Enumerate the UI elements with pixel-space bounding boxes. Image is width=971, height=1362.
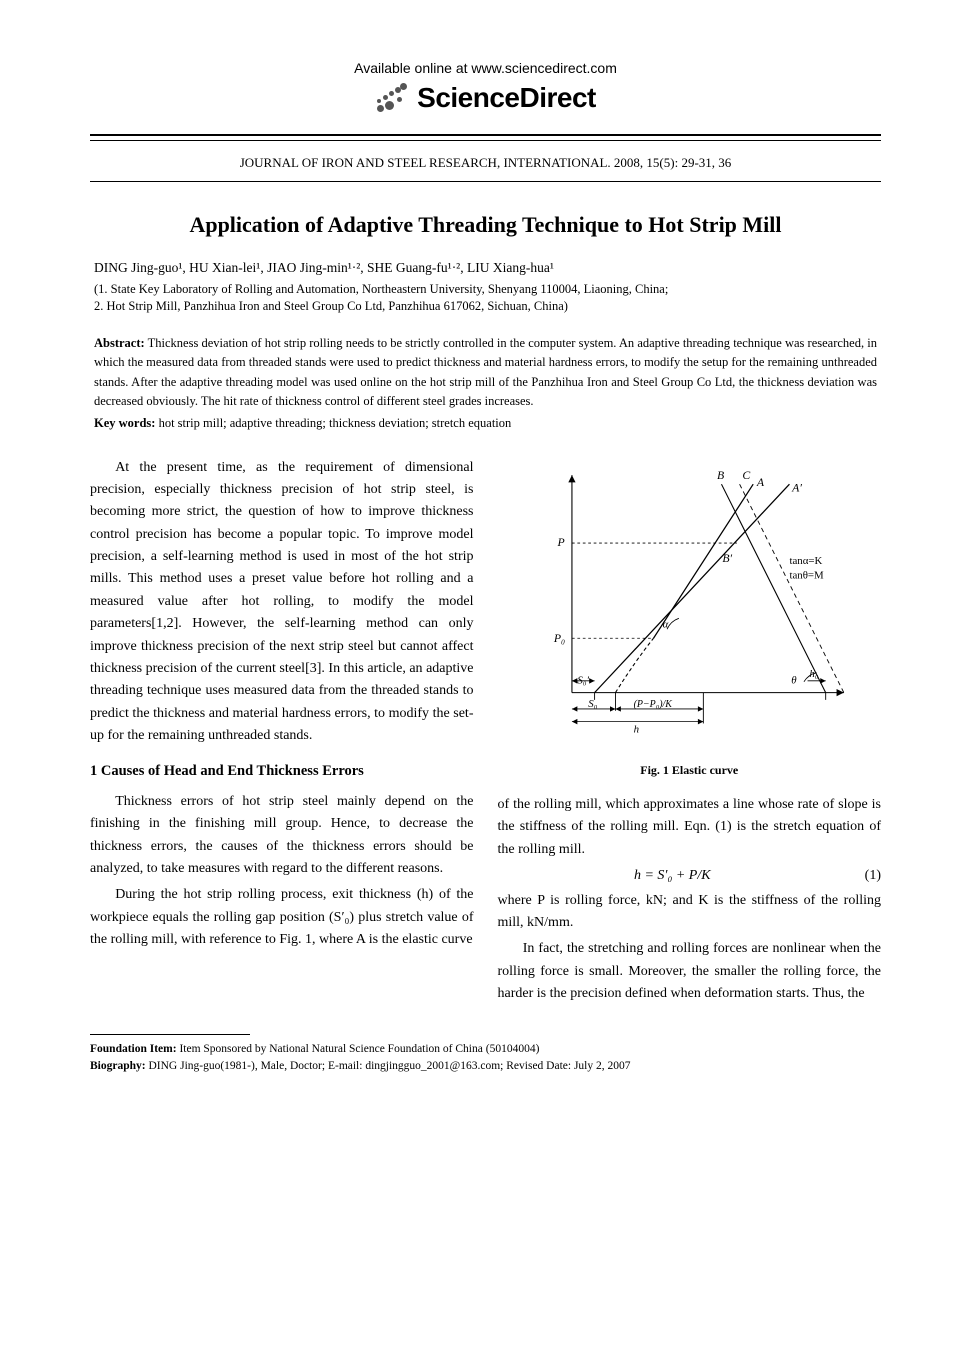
keywords-text: hot strip mill; adaptive threading; thic…: [159, 416, 512, 430]
elastic-curve-svg: B C A A′ P B′ tanα=K tanθ=M P₀ α θ S₀′ S…: [498, 457, 882, 747]
sec1-para-2: During the hot strip rolling process, ex…: [90, 884, 474, 951]
footnote-rule: [90, 1034, 250, 1035]
figure-1: B C A A′ P B′ tanα=K tanθ=M P₀ α θ S₀′ S…: [498, 457, 882, 755]
page-root: Available online at www.sciencedirect.co…: [0, 0, 971, 1115]
right-column: B C A A′ P B′ tanα=K tanθ=M P₀ α θ S₀′ S…: [498, 457, 882, 1010]
foundation-line: Foundation Item: Item Sponsored by Natio…: [90, 1041, 881, 1058]
lbl-S0p: S₀′: [577, 674, 589, 686]
lbl-C: C: [742, 468, 750, 481]
lbl-theta: θ: [791, 674, 797, 686]
equation-1-row: h = S′₀ + P/K (1): [498, 865, 882, 887]
abstract-block: Abstract: Thickness deviation of hot str…: [90, 334, 881, 412]
double-rule-top: [90, 134, 881, 141]
lbl-Aprime: A′: [791, 481, 802, 494]
biography-label: Biography:: [90, 1060, 146, 1072]
sciencedirect-logo: ScienceDirect: [375, 82, 596, 114]
lbl-Bprime: B′: [722, 552, 732, 565]
lbl-alpha: α: [662, 618, 668, 630]
lbl-tan-theta: tanθ=M: [789, 569, 824, 581]
lbl-A: A: [755, 476, 764, 489]
lbl-S0: S₀: [588, 698, 597, 710]
affiliation-1: (1. State Key Laboratory of Rolling and …: [90, 282, 881, 297]
abstract-text: Thickness deviation of hot strip rolling…: [94, 336, 877, 408]
body-columns: At the present time, as the requirement …: [90, 457, 881, 1010]
journal-citation-line: JOURNAL OF IRON AND STEEL RESEARCH, INTE…: [90, 155, 881, 171]
right-para-1a: of the rolling mill, which approximates …: [498, 794, 882, 861]
affiliation-2: 2. Hot Strip Mill, Panzhihua Iron and St…: [90, 299, 881, 314]
section-1-heading: 1 Causes of Head and End Thickness Error…: [90, 760, 474, 783]
foundation-label: Foundation Item:: [90, 1043, 177, 1055]
available-online-line: Available online at www.sciencedirect.co…: [90, 60, 881, 76]
right-para-1b: where P is rolling force, kN; and K is t…: [498, 890, 882, 935]
lbl-P: P: [556, 535, 564, 548]
lbl-tan-alpha: tanα=K: [789, 554, 822, 566]
lbl-PP0K: (P−P₀)/K: [633, 699, 673, 710]
sciencedirect-wordmark: ScienceDirect: [417, 82, 596, 114]
lbl-B: B: [716, 468, 723, 481]
biography-text: DING Jing-guo(1981-), Male, Doctor; E-ma…: [148, 1060, 630, 1072]
paper-title: Application of Adaptive Threading Techni…: [90, 212, 881, 238]
equation-1: h = S′₀ + P/K: [498, 865, 848, 887]
author-text: DING Jing-guo¹, HU Xian-lei¹, JIAO Jing-…: [94, 260, 554, 275]
abstract-label: Abstract:: [94, 336, 145, 350]
biography-line: Biography: DING Jing-guo(1981-), Male, D…: [90, 1058, 881, 1075]
authors-line: DING Jing-guo¹, HU Xian-lei¹, JIAO Jing-…: [90, 260, 881, 276]
lbl-h0: h₀: [809, 668, 818, 680]
left-column: At the present time, as the requirement …: [90, 457, 474, 1010]
figure-1-caption: Fig. 1 Elastic curve: [498, 761, 882, 780]
publisher-header: Available online at www.sciencedirect.co…: [90, 60, 881, 182]
foundation-text: Item Sponsored by National Natural Scien…: [179, 1043, 539, 1055]
lbl-h: h: [633, 723, 638, 735]
right-para-2: In fact, the stretching and rolling forc…: [498, 938, 882, 1005]
lbl-P0: P₀: [552, 631, 564, 644]
keywords-block: Key words: hot strip mill; adaptive thre…: [90, 416, 881, 431]
equation-1-number: (1): [847, 865, 881, 887]
keywords-label: Key words:: [94, 416, 155, 430]
sd-dots-icon: [375, 83, 409, 113]
single-rule: [90, 181, 881, 182]
sec1-para-1: Thickness errors of hot strip steel main…: [90, 791, 474, 881]
footnotes: Foundation Item: Item Sponsored by Natio…: [90, 1041, 881, 1076]
intro-para-1: At the present time, as the requirement …: [90, 457, 474, 748]
